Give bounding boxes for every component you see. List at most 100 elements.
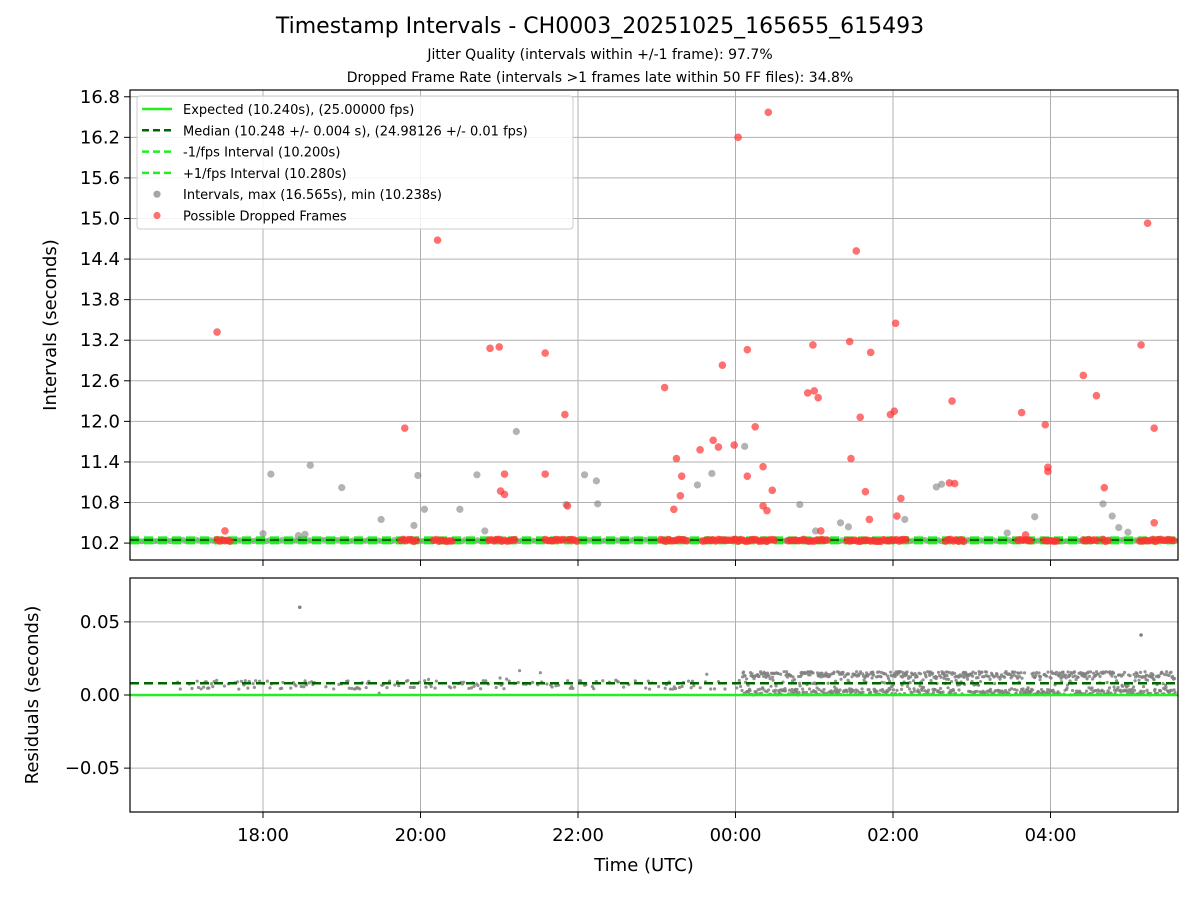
residuals-frame bbox=[129, 577, 1179, 813]
residual-point bbox=[988, 687, 993, 691]
residual-point bbox=[952, 671, 957, 675]
y-tick-label: 14.4 bbox=[80, 249, 120, 270]
dropped-frame-point bbox=[810, 387, 819, 395]
residual-point bbox=[1144, 673, 1149, 677]
residual-point bbox=[502, 687, 506, 691]
interval-point bbox=[456, 505, 464, 513]
residual-point bbox=[434, 679, 438, 683]
residual-point bbox=[807, 687, 812, 691]
residual-point bbox=[905, 670, 909, 674]
residual-point bbox=[1070, 688, 1075, 693]
residual-point bbox=[1101, 689, 1106, 694]
residual-point bbox=[1164, 670, 1169, 674]
residual-point bbox=[933, 687, 937, 692]
residual-point bbox=[846, 672, 851, 676]
dropped-frame-point bbox=[221, 527, 229, 535]
dropped-frame-point bbox=[660, 383, 669, 392]
residual-point bbox=[254, 679, 258, 683]
residual-point bbox=[951, 688, 956, 693]
residual-point bbox=[1037, 671, 1041, 675]
interval-point bbox=[796, 500, 804, 509]
residual-point bbox=[472, 684, 476, 688]
residual-point bbox=[962, 675, 966, 680]
residual-point bbox=[1097, 689, 1101, 693]
dropped-frame-point bbox=[759, 462, 767, 471]
interval-point bbox=[259, 530, 267, 538]
residual-point bbox=[346, 679, 350, 683]
residual-point bbox=[921, 678, 925, 682]
dropped-frame-point bbox=[718, 361, 727, 370]
dropped-frame-point bbox=[770, 536, 779, 544]
residual-point bbox=[268, 686, 272, 690]
interval-point bbox=[741, 442, 749, 450]
dropped-frame-point bbox=[500, 490, 509, 499]
residual-point bbox=[1015, 688, 1019, 692]
residual-point bbox=[771, 678, 775, 682]
residual-point bbox=[947, 671, 952, 675]
residual-point bbox=[202, 685, 206, 689]
residual-point bbox=[1096, 672, 1101, 676]
interval-point bbox=[1031, 513, 1039, 521]
residual-point bbox=[938, 686, 943, 691]
dropped-frame-point bbox=[1053, 537, 1061, 545]
residuals-panel: −0.05 0.00 0.05 18:00 20:00 22:00 00:00 02:00 04… bbox=[22, 577, 1179, 876]
dropped-frame-point bbox=[1100, 483, 1109, 492]
dropped-frame-point bbox=[734, 133, 742, 142]
residual-point bbox=[799, 673, 804, 677]
residual-point bbox=[723, 687, 727, 691]
residual-point bbox=[924, 675, 928, 679]
residual-point bbox=[1012, 687, 1017, 692]
residual-point bbox=[949, 690, 953, 694]
residual-point bbox=[1034, 673, 1038, 677]
dropped-frame-point bbox=[893, 512, 901, 520]
residual-point bbox=[942, 676, 946, 680]
residual-point bbox=[538, 671, 542, 675]
residual-point bbox=[1172, 676, 1177, 681]
residuals-plot-area bbox=[130, 605, 1178, 697]
residual-point bbox=[1026, 686, 1030, 690]
residual-point bbox=[832, 670, 836, 674]
residual-point bbox=[1098, 674, 1102, 679]
residual-point bbox=[978, 679, 983, 684]
dropped-frame-point bbox=[950, 479, 959, 488]
residual-point bbox=[851, 688, 856, 693]
residual-point bbox=[1022, 671, 1027, 675]
residual-point bbox=[712, 687, 717, 691]
residual-point bbox=[303, 679, 307, 683]
residual-point bbox=[190, 686, 194, 691]
residual-point bbox=[1105, 680, 1109, 685]
residual-point bbox=[1034, 671, 1039, 675]
residual-point bbox=[1072, 670, 1077, 674]
residual-point bbox=[644, 686, 648, 690]
dropped-frame-point bbox=[500, 470, 509, 478]
residual-point bbox=[222, 684, 227, 688]
residual-point bbox=[1073, 674, 1077, 678]
residual-point bbox=[1160, 671, 1164, 675]
x-axis-label: Time (UTC) bbox=[593, 855, 694, 876]
residual-point bbox=[941, 690, 945, 694]
residual-point bbox=[883, 672, 888, 676]
dropped-frame-point bbox=[891, 319, 900, 328]
residual-point bbox=[484, 679, 488, 683]
dropped-frame-point bbox=[1017, 408, 1026, 417]
residual-point bbox=[337, 682, 341, 686]
residual-point bbox=[899, 687, 904, 691]
residual-point bbox=[871, 673, 876, 677]
residual-point bbox=[936, 670, 941, 674]
dropped-frame-point bbox=[563, 502, 572, 510]
residual-point bbox=[530, 680, 535, 684]
residual-point bbox=[870, 676, 874, 680]
residual-point bbox=[554, 684, 558, 688]
residual-point bbox=[776, 671, 780, 676]
residual-point bbox=[673, 686, 678, 691]
residual-point bbox=[1085, 677, 1089, 681]
residual-point bbox=[1131, 685, 1136, 689]
residual-point bbox=[980, 670, 984, 674]
residual-point bbox=[758, 687, 762, 691]
residual-point bbox=[798, 684, 802, 688]
residual-point bbox=[882, 681, 887, 685]
residual-point bbox=[845, 690, 849, 694]
residual-point bbox=[579, 679, 583, 683]
residual-point bbox=[900, 675, 905, 679]
jitter-quality-subtitle: Jitter Quality (intervals within +/-1 fr… bbox=[427, 47, 773, 63]
